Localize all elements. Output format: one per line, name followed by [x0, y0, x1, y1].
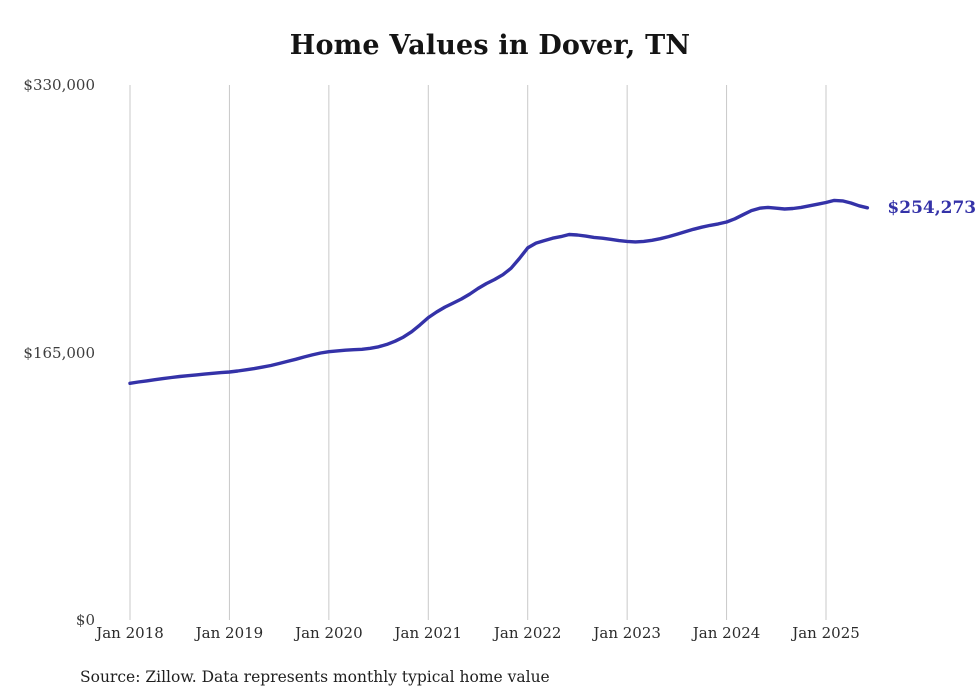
x-tick-label: Jan 2021 [394, 624, 463, 642]
home-value-line-series [128, 198, 870, 385]
end-value-label: $254,273 [887, 197, 977, 218]
x-tick-label: Jan 2022 [493, 624, 562, 642]
x-tick-label: Jan 2018 [96, 624, 164, 642]
y-tick-label-165000: $165,000 [23, 344, 95, 362]
x-tick-label: Jan 2019 [195, 624, 264, 642]
y-tick-label-330000: $330,000 [23, 76, 95, 94]
y-tick-label-0: $0 [75, 611, 95, 629]
source-note: Source: Zillow. Data represents monthly … [80, 668, 550, 686]
x-tick-label: Jan 2020 [295, 624, 363, 642]
chart-title: Home Values in Dover, TN [289, 30, 691, 61]
x-tick-label: Jan 2023 [593, 624, 661, 642]
x-tick-label: Jan 2025 [792, 624, 860, 642]
x-tick-label: Jan 2024 [692, 624, 761, 642]
